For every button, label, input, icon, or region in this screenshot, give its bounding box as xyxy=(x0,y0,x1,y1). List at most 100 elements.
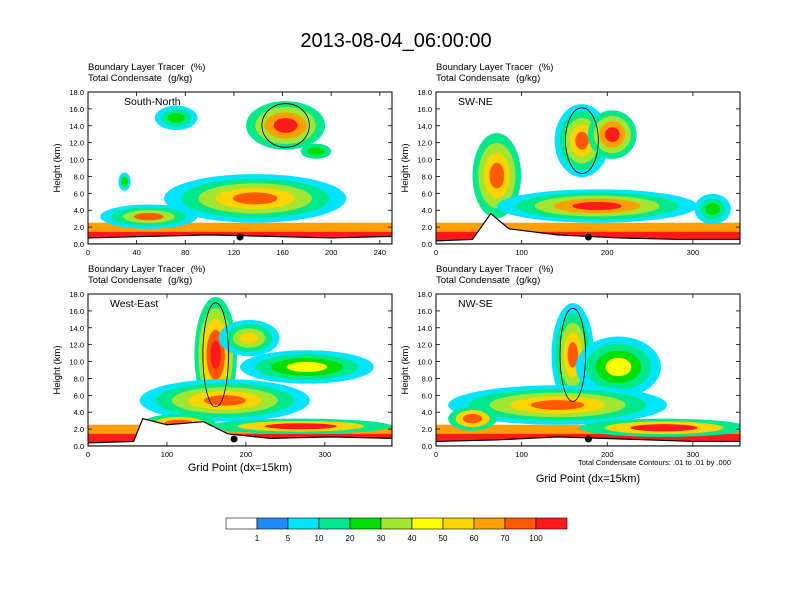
colorbar-swatch xyxy=(380,517,413,530)
panel-label: West-East xyxy=(110,298,158,310)
y-tick-label: 2.0 xyxy=(422,425,432,434)
y-tick-label: 14.0 xyxy=(69,324,84,333)
x-axis-label-nw-se: Grid Point (dx=15km) xyxy=(535,473,641,485)
header-line1: Boundary Layer Tracer xyxy=(88,264,185,275)
colorbar-swatch xyxy=(535,517,568,530)
main-title: 2013-08-04_06:00:00 xyxy=(300,30,492,52)
x-axis-label-west-east: Grid Point (dx=15km) xyxy=(187,462,293,474)
panel-west-east: West-East 0.0 2.0 4.0 6.0 8.0 10.0 12.0 14.0 16.0… xyxy=(52,290,393,459)
tracer-plume-1 xyxy=(605,357,632,377)
y-tick-label: 10.0 xyxy=(417,156,432,165)
x-tick-label: 120 xyxy=(228,248,241,257)
colorbar-label: 70 xyxy=(501,534,510,543)
y-tick-label: 6.0 xyxy=(422,391,432,400)
y-tick-label: 12.0 xyxy=(69,341,84,350)
x-tick-label: 0 xyxy=(86,450,90,459)
tracer-plume-5 xyxy=(134,212,164,221)
x-tick-label: 300 xyxy=(687,248,700,257)
y-axis-label: Height (km) xyxy=(52,345,63,394)
tracer-plume-4 xyxy=(264,423,337,430)
location-marker xyxy=(236,233,244,241)
condensate-contour xyxy=(261,103,310,148)
x-tick-label: 240 xyxy=(374,248,387,257)
plot-frame xyxy=(87,91,393,245)
x-tick-label: 0 xyxy=(434,450,438,459)
tracer-plume-2 xyxy=(307,146,325,156)
panel-header-west-east: Boundary Layer Tracer (%) Total Condensat… xyxy=(88,264,205,286)
header-unit2: (g/kg) xyxy=(167,73,193,84)
y-tick-label: 14.0 xyxy=(69,122,84,131)
colorbar-label: 100 xyxy=(529,534,543,543)
x-tick-label: 200 xyxy=(601,450,614,459)
y-axis-label: Height (km) xyxy=(400,345,411,394)
tracer-plume-3 xyxy=(630,424,698,432)
tracer-plume-3 xyxy=(121,176,128,187)
tracer-plume-3 xyxy=(572,201,622,211)
x-tick-label: 300 xyxy=(687,450,700,459)
condensate-contour xyxy=(565,107,599,174)
y-tick-label: 18.0 xyxy=(69,88,84,97)
y-tick-label: 0.0 xyxy=(74,240,84,249)
tracer-plume-0 xyxy=(273,118,298,133)
y-tick-label: 6.0 xyxy=(74,391,84,400)
plot-area xyxy=(436,294,740,446)
tracer-plume-2 xyxy=(489,162,505,189)
header-line2: Total Condensate xyxy=(436,73,510,84)
tracer-plume-0 xyxy=(210,340,221,369)
tracer-plume-4 xyxy=(462,413,483,424)
panel-south-north: South-North 0.0 2.0 4.0 6.0 8.0 10.0 12.0 14.0 16… xyxy=(52,88,393,257)
x-tick-label: 100 xyxy=(515,248,528,257)
panel-label: South-North xyxy=(124,96,181,108)
y-tick-label: 4.0 xyxy=(74,206,84,215)
condensate-contour xyxy=(559,307,586,402)
header-line2: Total Condensate xyxy=(436,275,510,286)
tracer-plume-1 xyxy=(239,332,259,344)
y-tick-label: 6.0 xyxy=(74,189,84,198)
location-marker xyxy=(584,233,592,241)
y-tick-label: 10.0 xyxy=(417,358,432,367)
tracer-plume-1 xyxy=(604,127,620,142)
colorbar-label: 40 xyxy=(408,534,417,543)
x-tick-label: 200 xyxy=(601,248,614,257)
colorbar-swatch xyxy=(442,517,475,530)
colorbar-swatch xyxy=(225,517,258,530)
x-tick-label: 160 xyxy=(276,248,289,257)
header-unit1: (%) xyxy=(190,264,206,275)
y-tick-label: 4.0 xyxy=(422,408,432,417)
plot-area xyxy=(88,294,392,446)
colorbar-label: 1 xyxy=(255,534,260,543)
y-tick-label: 0.0 xyxy=(422,442,432,451)
plot-area xyxy=(436,92,740,244)
y-tick-label: 14.0 xyxy=(417,122,432,131)
location-marker xyxy=(584,435,592,443)
x-tick-label: 80 xyxy=(181,248,189,257)
header-line2: Total Condensate xyxy=(88,275,162,286)
x-tick-label: 100 xyxy=(515,450,528,459)
colorbar-swatch xyxy=(411,517,444,530)
y-tick-label: 10.0 xyxy=(69,358,84,367)
y-axis-label: Height (km) xyxy=(52,143,63,192)
colorbar-swatch xyxy=(504,517,537,530)
x-tick-label: 0 xyxy=(86,248,90,257)
terrain xyxy=(436,212,740,244)
tracer-plume-2 xyxy=(530,400,585,410)
contour-footnote: Total Condensate Contours: .01 to .01 by… xyxy=(578,458,732,467)
tracer-plume-0 xyxy=(575,131,589,150)
panel-header-nw-se: Boundary Layer Tracer (%) Total Condensat… xyxy=(436,264,553,286)
panel-sw-ne: SW-NE 0.0 2.0 4.0 6.0 8.0 10.0 12.0 14.0 16.0 18.0… xyxy=(400,88,741,257)
x-tick-label: 0 xyxy=(434,248,438,257)
plot-frame xyxy=(87,293,393,447)
y-tick-label: 2.0 xyxy=(422,223,432,232)
colorbar: 1 5 10 20 30 40 50 60 70 100 xyxy=(225,517,568,543)
y-tick-label: 0.0 xyxy=(74,442,84,451)
tracer-plume-4 xyxy=(705,203,720,216)
colorbar-label: 20 xyxy=(346,534,355,543)
x-tick-label: 200 xyxy=(240,450,253,459)
plot-frame xyxy=(435,91,741,245)
tracer-plume-2 xyxy=(286,361,328,373)
header-line1: Boundary Layer Tracer xyxy=(436,264,533,275)
y-tick-label: 4.0 xyxy=(74,408,84,417)
panel-header-south-north: Boundary Layer Tracer (%) Total Condensat… xyxy=(88,62,205,84)
terrain xyxy=(88,417,392,446)
y-tick-label: 6.0 xyxy=(422,189,432,198)
